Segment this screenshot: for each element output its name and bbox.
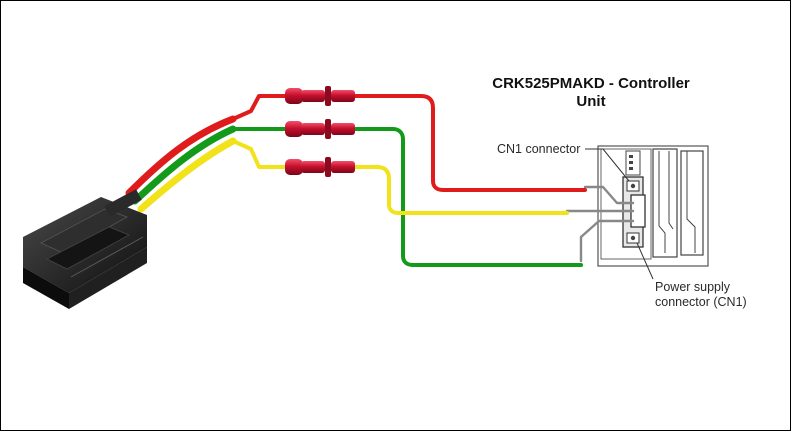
yellow-wire	[231, 139, 293, 169]
splice-yellow-wire	[285, 157, 355, 177]
cn1-leader-line	[585, 148, 630, 182]
green-wire	[351, 127, 583, 267]
green-wire	[131, 125, 237, 205]
controller-unit-icon	[597, 145, 709, 267]
jst-connector-icon	[23, 189, 147, 309]
psu-label-line-1: Power supply	[655, 280, 731, 294]
red-wire	[231, 94, 293, 121]
red-wire	[125, 115, 237, 197]
title-line-2: Unit	[576, 93, 606, 110]
splice-green-wire	[285, 119, 355, 139]
diagram-title: CRK525PMAKD - Controller Unit	[471, 75, 711, 111]
psu-label-line-2: connector (CN1)	[655, 295, 747, 309]
yellow-wire	[137, 137, 237, 213]
cn1-lead-wire	[579, 219, 635, 263]
yellow-wire	[351, 165, 569, 215]
cn1-connector-label: CN1 connector	[497, 142, 581, 156]
psu-leader-line	[636, 242, 654, 280]
power-supply-connector-label: Power supply connector (CN1)	[655, 280, 775, 310]
red-wire	[351, 94, 587, 192]
cn1-lead-wire	[583, 185, 635, 205]
title-line-1: CRK525PMAKD - Controller	[492, 75, 690, 92]
splice-red-wire	[285, 86, 355, 106]
